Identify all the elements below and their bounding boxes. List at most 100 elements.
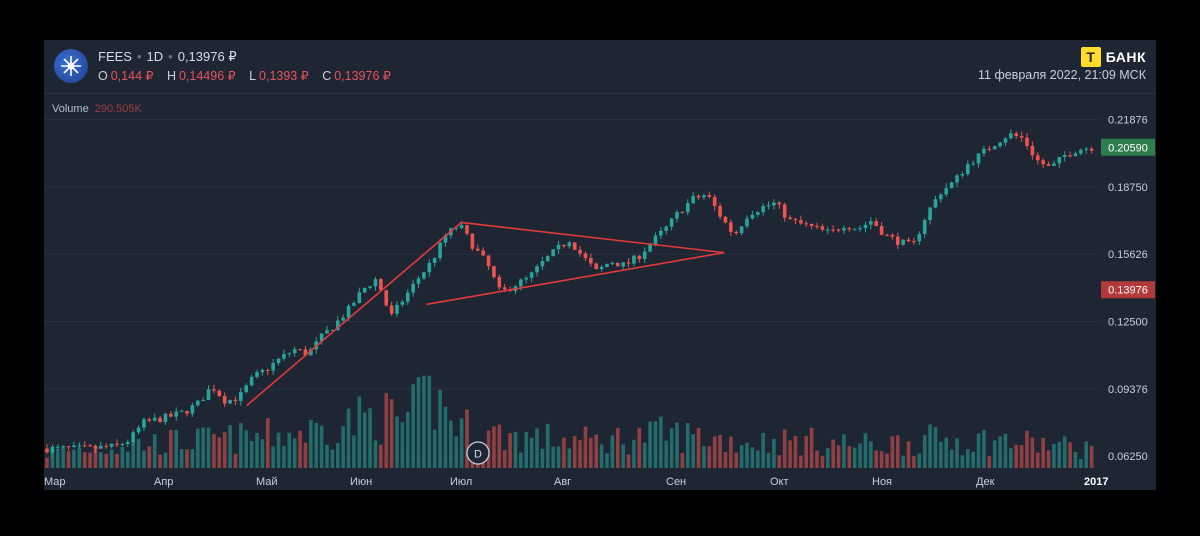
- volume-bar: [497, 424, 502, 468]
- volume-bar: [906, 441, 911, 468]
- volume-bar: [739, 445, 744, 468]
- candle-body: [519, 279, 523, 287]
- volume-bar: [330, 449, 335, 468]
- volume-bar: [729, 436, 733, 468]
- candle-body: [965, 164, 970, 175]
- candles: [45, 129, 1094, 454]
- candle-body: [669, 218, 674, 227]
- time-axis: Мар Апр Май Июн Июл Авг Сен Окт Ноя Дек 2017: [44, 476, 1108, 488]
- volume-bar: [1025, 430, 1029, 468]
- volume-bar: [562, 437, 566, 468]
- volume-bar: [66, 451, 71, 468]
- candle-body: [335, 320, 340, 330]
- candle-body: [524, 277, 529, 280]
- volume-bar: [405, 411, 410, 468]
- volume-bar: [346, 408, 351, 468]
- volume-bar: [589, 437, 593, 468]
- price-axis-label: 0.12500: [1108, 317, 1148, 329]
- ohlc-open-key: O: [98, 69, 108, 83]
- candle-body: [346, 305, 351, 318]
- volume-bar: [389, 399, 394, 468]
- interval-label[interactable]: 1D: [146, 49, 164, 64]
- candle-body: [901, 239, 905, 245]
- volume-bar: [793, 435, 798, 468]
- candle-body: [152, 417, 157, 421]
- candle-body: [540, 261, 545, 267]
- ticker-symbol[interactable]: FEES: [98, 49, 132, 64]
- volume-bar: [341, 426, 345, 468]
- volume-bar: [136, 438, 141, 468]
- volume-bar: [416, 376, 421, 468]
- volume-bar: [712, 436, 717, 468]
- candle-body: [755, 212, 760, 215]
- candle-body: [998, 142, 1002, 147]
- volume-bar: [212, 434, 216, 468]
- volume-bar: [831, 439, 835, 468]
- volume-bar: [368, 408, 372, 468]
- candle-body: [109, 443, 114, 447]
- price-chart[interactable]: 0.21876 0.18750 0.15626 0.12500 0.09376 0.062…: [44, 40, 1156, 490]
- candle-body: [357, 292, 362, 303]
- candle-body: [750, 214, 755, 219]
- volume-bar: [723, 452, 728, 468]
- candle-body: [233, 399, 238, 401]
- candle-body: [745, 218, 749, 227]
- volume-bar: [195, 428, 200, 468]
- candle-body: [492, 266, 496, 278]
- candle-body: [761, 206, 765, 213]
- candle-body: [131, 432, 135, 443]
- volume-bar: [755, 450, 760, 468]
- volume-bar: [782, 429, 787, 468]
- volume-bar: [1009, 448, 1013, 468]
- volume-bar: [804, 435, 809, 468]
- candle-body: [939, 194, 943, 200]
- candle-body: [330, 329, 335, 331]
- candle-body: [195, 400, 200, 406]
- dividend-marker-icon[interactable]: D: [466, 441, 490, 465]
- volume-bar: [933, 427, 938, 468]
- candle-body: [190, 405, 195, 414]
- candle-body: [782, 204, 787, 218]
- candle-body: [723, 216, 728, 223]
- candle-body: [820, 226, 825, 230]
- candle-body: [120, 444, 125, 446]
- volume-bar: [1014, 444, 1019, 468]
- candle-body: [373, 279, 378, 287]
- candle-body: [605, 264, 609, 268]
- volume-bar: [766, 452, 771, 468]
- candle-body: [411, 283, 415, 293]
- last-price: 0,13976 ₽: [177, 49, 237, 64]
- volume-bar: [239, 423, 243, 468]
- ohlc-low-key: L: [249, 69, 257, 83]
- candle-body: [486, 255, 491, 267]
- volume-bar: [309, 419, 313, 468]
- trend-annotations[interactable]: [246, 221, 725, 407]
- candle-body: [869, 221, 873, 225]
- candle-body: [142, 419, 146, 428]
- volume-bar: [50, 447, 55, 468]
- candle-body: [885, 234, 889, 236]
- time-axis-label: Май: [256, 476, 278, 488]
- candle-body: [325, 330, 329, 334]
- candle-body: [1014, 133, 1019, 137]
- candle-body: [1019, 136, 1024, 138]
- candle-body: [271, 363, 275, 371]
- ohlc-line: O 0,144 ₽ H 0,14496 ₽ L 0,1393 ₽ C 0,13976 ₽: [98, 68, 401, 83]
- volume-bar: [438, 389, 442, 468]
- volume-bar: [761, 432, 765, 468]
- candle-body: [201, 400, 205, 402]
- volume-bar: [276, 432, 281, 468]
- volume-bar: [131, 440, 135, 468]
- candle-body: [185, 410, 189, 414]
- candle-body: [99, 445, 103, 449]
- candle-body: [987, 148, 992, 150]
- candle-body: [222, 395, 227, 404]
- candle-body: [702, 195, 706, 198]
- candle-body: [265, 369, 270, 371]
- volume-bar: [109, 449, 114, 468]
- grid-lines: [44, 119, 1100, 457]
- volume-bar: [1041, 437, 1045, 468]
- candle-body: [454, 227, 459, 229]
- volume-bar: [594, 434, 599, 468]
- volume-bar: [971, 451, 975, 468]
